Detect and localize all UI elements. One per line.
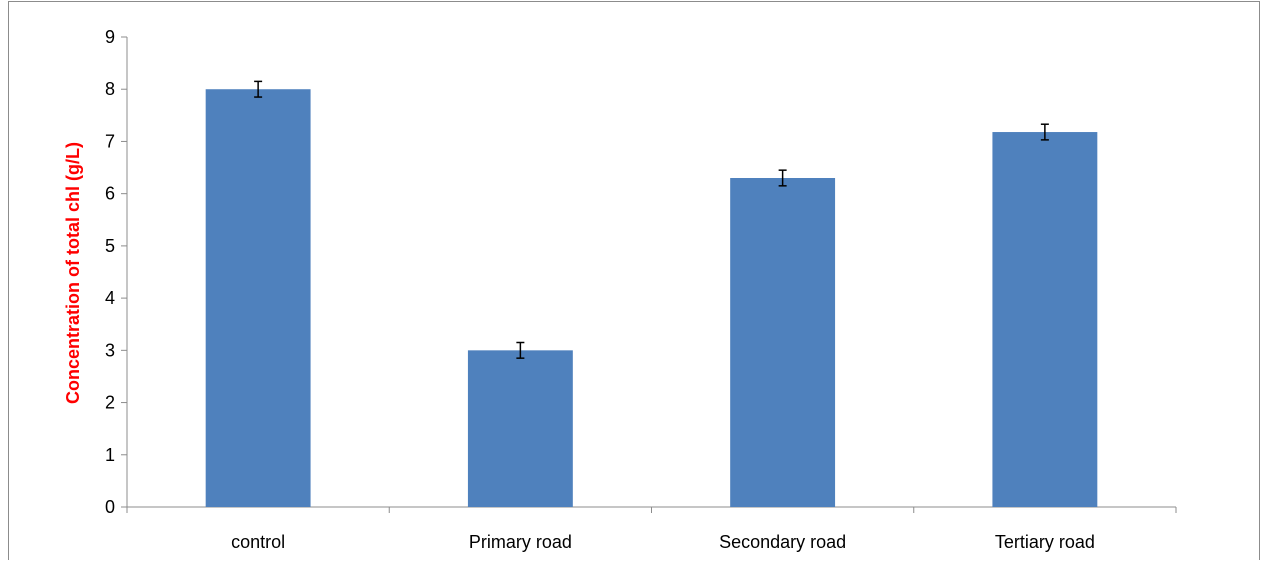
x-category-label: Secondary road [719, 532, 846, 552]
y-tick-label: 4 [105, 288, 115, 308]
y-tick-label: 2 [105, 393, 115, 413]
y-tick-label: 6 [105, 184, 115, 204]
y-tick-label: 0 [105, 497, 115, 517]
y-axis-title: Concentration of total chl (g/L) [63, 142, 83, 404]
error-bars [254, 80, 1049, 359]
error-bar [254, 80, 263, 98]
x-category-label: Primary road [469, 532, 572, 552]
bar-tertiary-road [992, 132, 1098, 508]
error-bar [516, 341, 525, 359]
error-bar [778, 169, 787, 187]
y-axis-ticks: 0 1 2 3 4 5 6 7 8 9 [105, 27, 127, 517]
x-category-label: Tertiary road [995, 532, 1095, 552]
y-tick-label: 1 [105, 445, 115, 465]
error-bar [1040, 123, 1049, 141]
y-tick-label: 5 [105, 236, 115, 256]
y-tick-label: 8 [105, 79, 115, 99]
x-axis-labels: control Primary road Secondary road Tertiar… [231, 532, 1095, 552]
y-tick-label: 7 [105, 131, 115, 151]
bar-primary-road [467, 350, 573, 507]
bar-secondary-road [730, 178, 836, 507]
y-tick-label: 3 [105, 340, 115, 360]
x-category-label: control [231, 532, 285, 552]
bar-control [205, 89, 311, 507]
bars [205, 89, 1098, 508]
y-tick-label: 9 [105, 27, 115, 47]
